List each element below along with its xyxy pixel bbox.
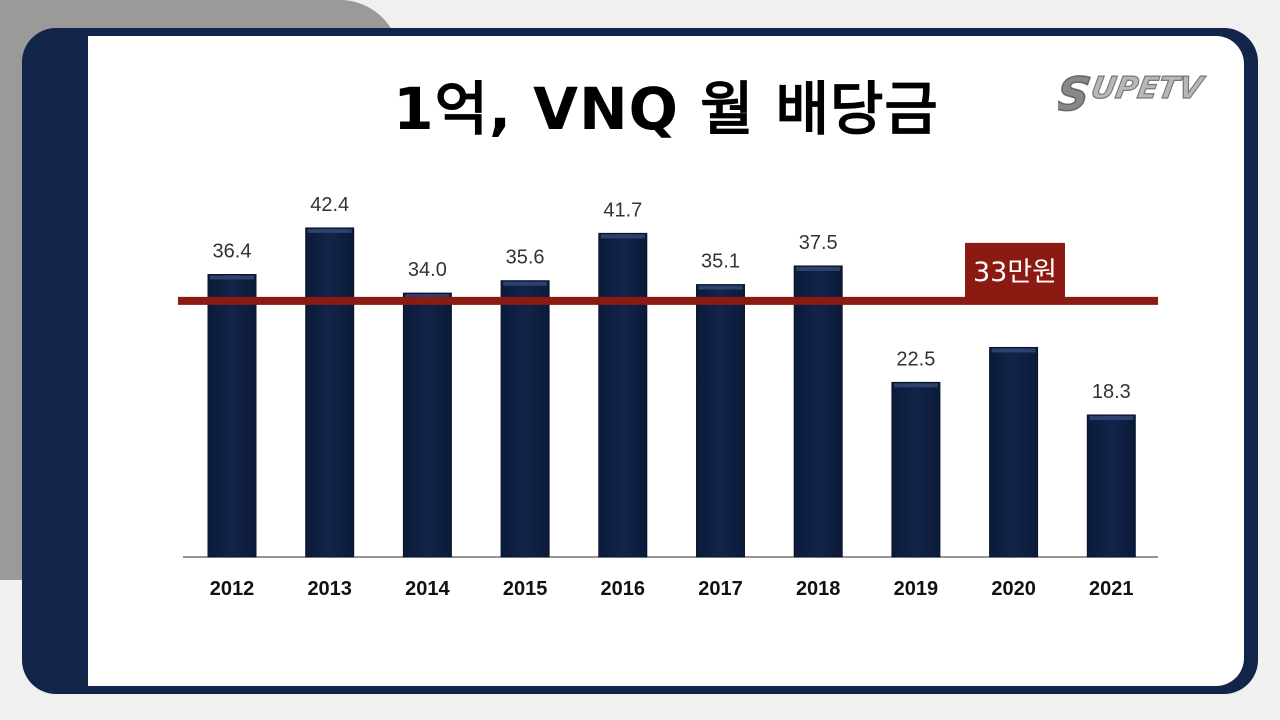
bar-highlight-2015 <box>503 281 548 286</box>
value-label-2013: 42.4 <box>310 194 349 216</box>
bar-2014 <box>402 292 452 558</box>
x-tick-2020: 2020 <box>991 578 1036 600</box>
bar-2019 <box>891 381 941 558</box>
value-label-2012: 36.4 <box>213 241 252 263</box>
bar-highlight-2018 <box>796 266 841 271</box>
x-tick-2017: 2017 <box>698 578 743 600</box>
x-tick-2019: 2019 <box>894 578 939 600</box>
bar-2021 <box>1086 414 1136 558</box>
bar-2012 <box>207 274 257 558</box>
x-tick-2015: 2015 <box>503 578 548 600</box>
x-tick-2018: 2018 <box>796 578 841 600</box>
bar-2018 <box>793 265 843 558</box>
bar-highlight-2013 <box>307 228 352 233</box>
value-label-2018: 37.5 <box>799 232 838 254</box>
x-tick-2014: 2014 <box>405 578 450 600</box>
value-label-2016: 41.7 <box>603 199 642 221</box>
chart-title: 1억, VNQ 월 배당금 <box>393 75 939 143</box>
bar-highlight-2020 <box>991 348 1036 353</box>
value-label-2017: 35.1 <box>701 251 740 273</box>
value-label-2014: 34.0 <box>408 259 447 281</box>
value-label-2015: 35.6 <box>506 247 545 269</box>
slide-card <box>88 36 1244 686</box>
x-tick-2013: 2013 <box>307 578 352 600</box>
reference-label: 33만원 <box>973 257 1057 288</box>
x-tick-2021: 2021 <box>1089 578 1134 600</box>
bar-2013 <box>305 227 355 558</box>
bar-2017 <box>696 284 745 558</box>
bar-highlight-2017 <box>698 285 743 290</box>
value-label-2019: 22.5 <box>896 348 935 370</box>
bar-2015 <box>500 280 550 558</box>
bar-2016 <box>598 232 648 558</box>
reference-label-box <box>965 242 1065 299</box>
bar-highlight-2014 <box>405 294 450 299</box>
x-tick-2012: 2012 <box>210 578 255 600</box>
supetv-logo-icon: S UPETV <box>1058 67 1208 122</box>
bar-highlight-2012 <box>210 275 254 280</box>
bar-2020 <box>989 346 1039 558</box>
bar-highlight-2021 <box>1089 415 1134 420</box>
value-label-2021: 18.3 <box>1092 381 1131 403</box>
x-tick-2016: 2016 <box>601 578 646 600</box>
logo-text: UPETV <box>1088 71 1207 106</box>
bar-highlight-2019 <box>893 383 938 388</box>
bar-highlight-2016 <box>600 234 645 239</box>
